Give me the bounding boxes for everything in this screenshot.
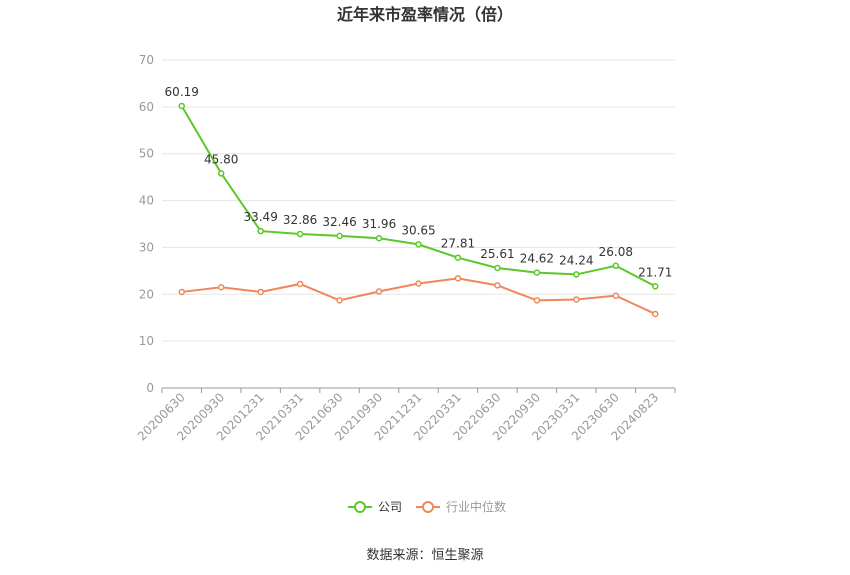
legend[interactable]: 公司 行业中位数	[348, 499, 506, 514]
data-point	[217, 284, 225, 291]
data-point	[336, 232, 343, 240]
legend-label: 行业中位数	[446, 499, 506, 514]
data-label: 27.81	[441, 237, 475, 251]
data-point	[375, 234, 383, 242]
data-point	[494, 264, 501, 272]
data-label: 24.24	[559, 253, 593, 267]
data-label: 30.65	[401, 223, 435, 237]
data-point	[375, 288, 383, 295]
data-label: 26.08	[599, 245, 633, 259]
y-tick-label: 60	[139, 100, 154, 114]
legend-marker-icon	[422, 501, 434, 513]
legend-marker-icon	[354, 501, 366, 513]
series-company: 60.19 45.80 33.49 32.86 32.46 31.96 30.65 27.81…	[165, 85, 672, 290]
data-point	[652, 310, 659, 318]
y-tick-label: 70	[139, 53, 154, 67]
y-tick-label: 0	[146, 381, 154, 395]
x-axis: 2020063020200930202012312021033120210630…	[135, 387, 676, 443]
data-label: 31.96	[362, 217, 396, 231]
data-point	[612, 292, 620, 299]
y-tick-label: 50	[139, 147, 154, 161]
data-label: 45.80	[204, 152, 238, 166]
data-label: 60.19	[165, 85, 199, 99]
data-point	[494, 282, 501, 289]
series-industry-median	[178, 275, 659, 318]
data-point	[533, 297, 541, 304]
data-label: 32.46	[322, 215, 356, 229]
data-label: 33.49	[243, 210, 277, 224]
legend-label: 公司	[378, 500, 402, 514]
data-point	[296, 280, 304, 288]
y-tick-label: 40	[139, 194, 154, 208]
data-point	[217, 170, 225, 177]
y-tick-label: 10	[139, 334, 154, 348]
y-tick-label: 20	[139, 287, 154, 301]
data-point	[612, 262, 620, 270]
data-point	[573, 271, 580, 278]
data-point	[652, 283, 659, 290]
data-point	[573, 296, 580, 303]
legend-item-company[interactable]: 公司	[348, 500, 402, 514]
data-point	[178, 288, 185, 296]
legend-item-industry-median[interactable]: 行业中位数	[416, 499, 506, 514]
data-point	[257, 227, 264, 235]
data-label: 25.61	[480, 247, 514, 261]
y-axis: 0 10 20 30 40 50 60 70	[139, 53, 154, 395]
data-point	[533, 269, 541, 276]
data-point	[415, 241, 422, 248]
data-label: 24.62	[520, 252, 554, 266]
data-label: 21.71	[638, 265, 672, 279]
data-point	[178, 102, 185, 110]
data-source: 数据来源：恒生聚源	[366, 548, 483, 563]
data-point	[296, 230, 304, 238]
y-tick-label: 30	[139, 240, 154, 254]
series-layer: 60.19 45.80 33.49 32.86 32.46 31.96 30.65 27.81…	[165, 85, 672, 318]
data-point	[454, 254, 462, 261]
data-point	[336, 297, 343, 304]
data-label: 32.86	[283, 213, 317, 227]
data-point	[454, 275, 462, 282]
data-point	[257, 288, 264, 296]
data-point	[415, 280, 422, 287]
chart-title: 近年来市盈率情况（倍）	[337, 5, 513, 24]
